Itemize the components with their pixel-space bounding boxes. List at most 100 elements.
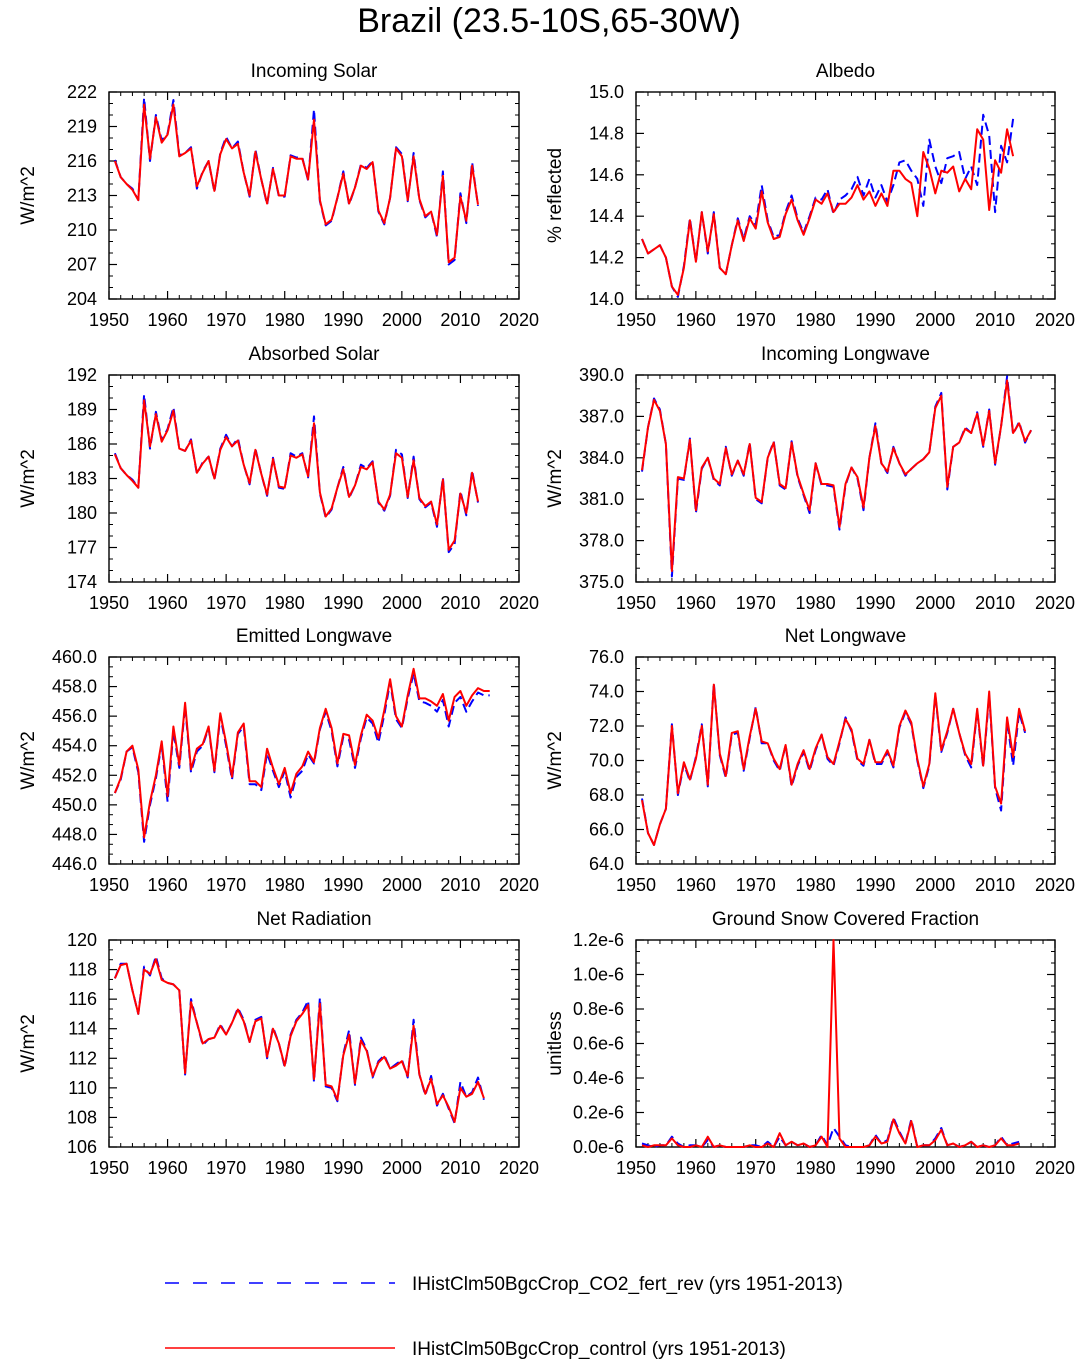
main-title: Brazil (23.5-10S,65-30W)	[357, 2, 741, 40]
panel-title: Incoming Longwave	[761, 344, 930, 365]
plot-frame	[108, 939, 520, 1148]
y-tick-label: 458.0	[52, 677, 97, 697]
x-tick-label: 1980	[796, 310, 836, 330]
y-axis-label: W/m^2	[545, 731, 566, 790]
y-tick-label: 207	[67, 255, 97, 275]
x-tick-label: 1980	[265, 310, 305, 330]
y-tick-label: 0.2e-6	[573, 1103, 624, 1123]
y-axis-label: W/m^2	[18, 166, 39, 225]
y-tick-label: 219	[67, 117, 97, 137]
x-tick-label: 2020	[1035, 875, 1075, 895]
panel-title: Incoming Solar	[251, 61, 378, 82]
y-tick-label: 112	[68, 1048, 97, 1068]
y-tick-label: 448.0	[52, 824, 97, 844]
x-tick-label: 1970	[206, 593, 246, 613]
y-tick-label: 216	[67, 151, 97, 171]
x-tick-label: 2010	[975, 593, 1015, 613]
x-tick-label: 1950	[616, 875, 656, 895]
plot-frame	[108, 656, 520, 865]
x-tick-label: 1960	[148, 1158, 188, 1178]
y-tick-label: 14.8	[589, 123, 624, 143]
panel-5: Emitted Longwave W/m^2 1950 1960 1970 1980 199…	[18, 626, 539, 895]
y-axis-label: unitless	[545, 1011, 566, 1075]
series-line-co2-fert-rev	[641, 1116, 1020, 1148]
x-tick-label: 2000	[915, 875, 955, 895]
y-tick-label: 378.0	[579, 531, 624, 551]
x-tick-label: 1970	[736, 310, 776, 330]
y-tick-label: 180	[67, 503, 97, 523]
x-tick-label: 1950	[89, 593, 129, 613]
y-tick-label: 387.0	[579, 406, 624, 426]
y-axis-label: W/m^2	[18, 1014, 39, 1073]
x-tick-label: 1950	[616, 593, 656, 613]
series-line-control	[113, 958, 485, 1123]
y-tick-label: 452.0	[52, 765, 97, 785]
y-tick-label: 186	[67, 434, 97, 454]
series-line-control	[641, 379, 1032, 572]
y-tick-label: 0.8e-6	[573, 999, 624, 1019]
y-tick-label: 110	[68, 1078, 97, 1098]
plot-frame	[635, 91, 1056, 300]
y-tick-label: 183	[67, 469, 97, 489]
panel-7: Net Radiation W/m^2 1950 1960 1970 1980 1990 20…	[18, 909, 539, 1178]
x-tick-label: 2020	[1035, 593, 1075, 613]
x-tick-label: 2010	[440, 310, 480, 330]
panel-2: Albedo % reflected 1950 1960 1970 1980 1990 200…	[545, 61, 1075, 330]
y-tick-label: 14.0	[589, 289, 624, 309]
x-tick-label: 1970	[206, 875, 246, 895]
x-tick-label: 2010	[440, 1158, 480, 1178]
x-tick-label: 1960	[676, 875, 716, 895]
y-axis-label: W/m^2	[545, 449, 566, 508]
panel-title: Ground Snow Covered Fraction	[712, 909, 979, 930]
series-line-control	[113, 667, 490, 839]
y-tick-label: 450.0	[52, 795, 97, 815]
y-axis-label: % reflected	[545, 148, 566, 243]
panel-title: Absorbed Solar	[249, 344, 381, 365]
x-tick-label: 2020	[499, 875, 539, 895]
y-tick-label: 120	[67, 930, 97, 950]
x-tick-label: 2010	[975, 1158, 1015, 1178]
y-tick-label: 384.0	[579, 448, 624, 468]
y-tick-label: 72.0	[589, 716, 624, 736]
x-tick-label: 1950	[89, 875, 129, 895]
y-tick-label: 116	[68, 989, 97, 1009]
series-line-control	[113, 103, 479, 264]
y-tick-label: 114	[68, 1019, 97, 1039]
y-tick-label: 174	[67, 572, 97, 592]
y-tick-label: 460.0	[52, 647, 97, 667]
panel-4: Incoming Longwave W/m^2 1950 1960 1970 1980 19…	[545, 344, 1075, 613]
y-tick-label: 375.0	[579, 572, 624, 592]
y-tick-label: 15.0	[589, 82, 624, 102]
y-tick-label: 390.0	[579, 365, 624, 385]
series-line-co2-fert-rev	[641, 113, 1015, 298]
x-tick-label: 1950	[616, 310, 656, 330]
x-tick-label: 1970	[736, 1158, 776, 1178]
y-tick-label: 14.6	[589, 165, 624, 185]
x-tick-label: 1990	[855, 593, 895, 613]
x-tick-label: 1990	[855, 1158, 895, 1178]
x-tick-label: 2000	[382, 1158, 422, 1178]
x-tick-label: 1990	[323, 1158, 363, 1178]
x-tick-label: 2020	[1035, 310, 1075, 330]
x-tick-label: 2010	[975, 875, 1015, 895]
x-tick-label: 1960	[148, 875, 188, 895]
y-tick-label: 74.0	[589, 682, 624, 702]
y-tick-label: 177	[67, 538, 97, 558]
y-tick-label: 68.0	[589, 785, 624, 805]
x-tick-label: 1990	[323, 875, 363, 895]
plot-frame	[635, 939, 1056, 1148]
x-tick-label: 1980	[796, 1158, 836, 1178]
x-tick-label: 1950	[89, 310, 129, 330]
x-tick-label: 1960	[676, 310, 716, 330]
x-tick-label: 1980	[265, 1158, 305, 1178]
y-tick-label: 189	[67, 400, 97, 420]
y-tick-label: 454.0	[52, 736, 97, 756]
y-tick-label: 66.0	[589, 820, 624, 840]
x-tick-label: 1970	[736, 875, 776, 895]
x-tick-label: 1970	[206, 1158, 246, 1178]
legend-label-control: IHistClm50BgcCrop_control (yrs 1951-2013…	[412, 1339, 786, 1360]
series-line-co2-fert-rev	[113, 393, 479, 554]
x-tick-label: 1980	[796, 593, 836, 613]
panel-title: Net Radiation	[256, 909, 371, 930]
